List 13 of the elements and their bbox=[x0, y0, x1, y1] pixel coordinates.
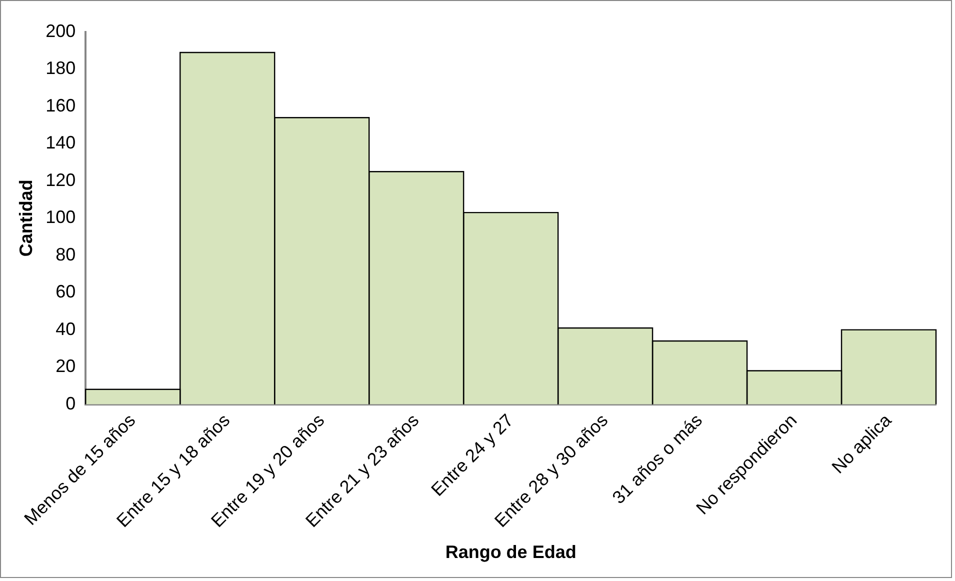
y-tick-label: 40 bbox=[56, 318, 76, 339]
y-tick-label: 60 bbox=[56, 282, 76, 302]
y-tick-label: 160 bbox=[46, 95, 76, 116]
y-tick-label: 200 bbox=[46, 20, 76, 41]
y-tick-label: 80 bbox=[56, 244, 76, 264]
y-tick-label: 100 bbox=[46, 207, 76, 228]
y-tick-label: 180 bbox=[46, 58, 76, 78]
y-tick-label: 120 bbox=[46, 170, 76, 190]
y-axis-title: Cantidad bbox=[16, 180, 36, 257]
y-tick-label: 140 bbox=[46, 132, 76, 153]
y-tick-label: 0 bbox=[66, 393, 76, 414]
y-tick-label: 20 bbox=[56, 356, 76, 376]
x-axis-title: Rango de Edad bbox=[445, 542, 576, 562]
